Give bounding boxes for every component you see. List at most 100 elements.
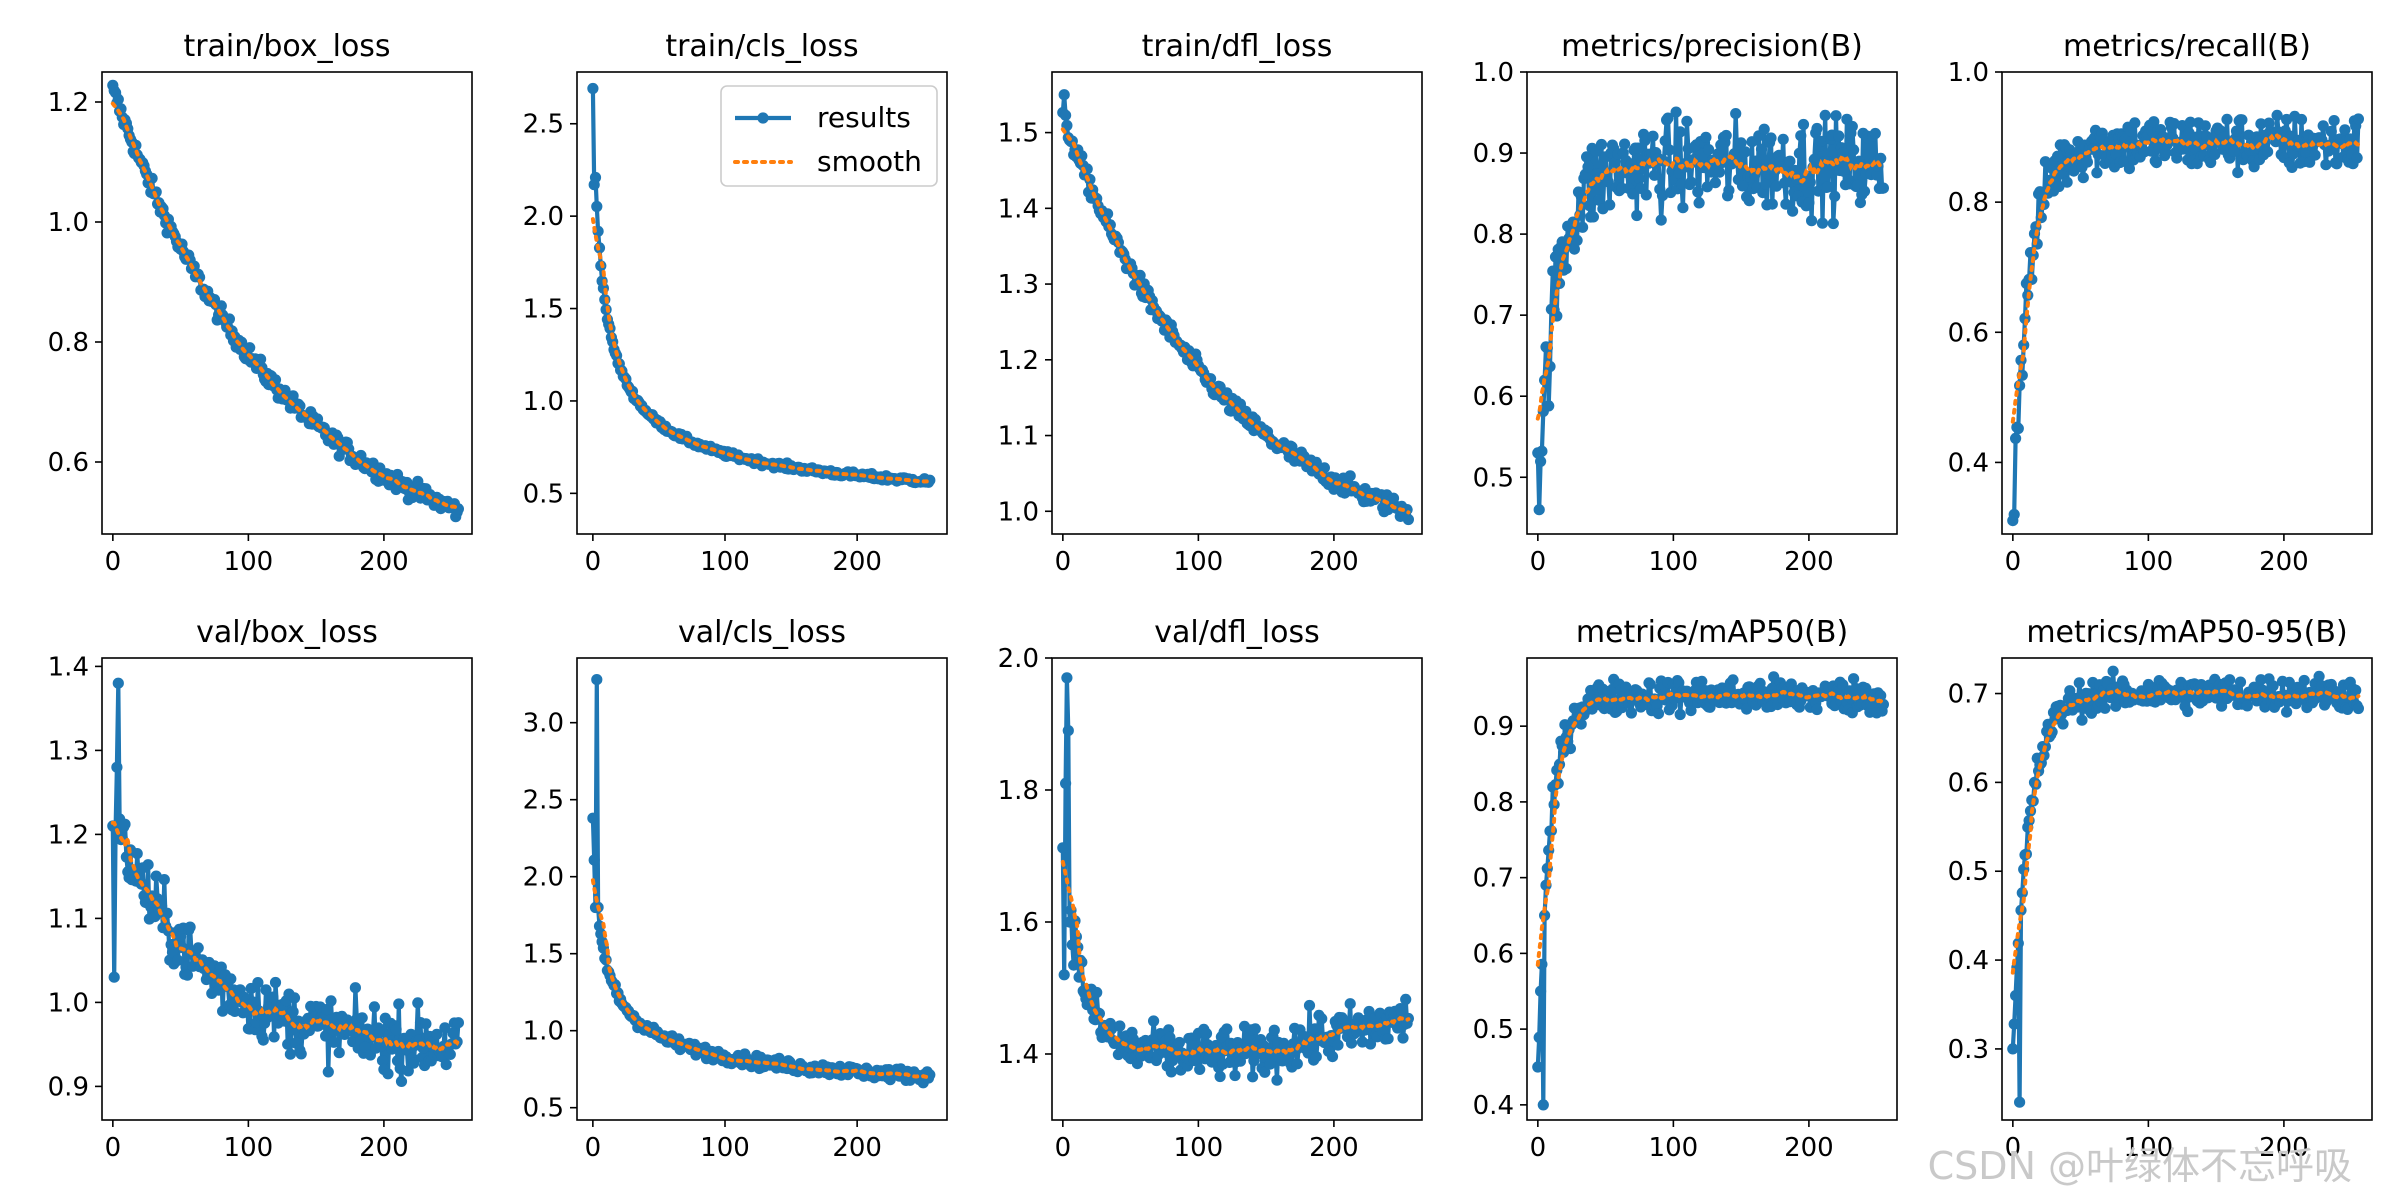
- results-data-point: [1766, 198, 1778, 210]
- results-data-point: [108, 971, 120, 983]
- x-tick-label: 200: [1784, 547, 1834, 577]
- y-tick-label: 2.0: [998, 644, 1039, 674]
- results-data-point: [1858, 185, 1871, 197]
- results-data-point: [215, 300, 227, 312]
- x-tick-label: 0: [1055, 547, 1072, 577]
- x-tick-label: 100: [2124, 547, 2174, 577]
- results-data-point: [225, 973, 237, 985]
- results-data-point: [112, 677, 124, 689]
- results-data-point: [1568, 243, 1580, 255]
- results-data-point: [356, 1012, 368, 1024]
- results-data-point: [591, 200, 603, 213]
- y-tick-label: 1.6: [998, 908, 1039, 938]
- x-tick-label: 0: [1055, 1133, 1072, 1163]
- chart-panel: val/box_loss 0 100 200 0.9 1.0 1.1 1.2 1.3 1.4: [48, 615, 473, 1163]
- x-tick-label: 100: [2124, 1133, 2174, 1163]
- results-series-line: [1535, 674, 1886, 1107]
- results-data-point: [2313, 670, 2325, 683]
- results-data-point: [269, 976, 282, 989]
- chart-panel: val/cls_loss 0 100 200 0.5 1.0 1.5 2.0 2.5 3.0: [523, 615, 948, 1163]
- results-data-point: [2184, 116, 2196, 128]
- axes-frame: [1051, 657, 1423, 1121]
- results-data-point: [1674, 708, 1686, 721]
- plot-area: [1532, 671, 1889, 1111]
- results-data-point: [1268, 1024, 1280, 1036]
- results-data-point: [1846, 120, 1858, 133]
- results-data-point: [1662, 112, 1674, 124]
- results-data-point: [1400, 993, 1412, 1006]
- results-data-point: [349, 982, 361, 994]
- results-data-point: [295, 1048, 307, 1060]
- y-tick-label: 0.4: [1948, 946, 1989, 976]
- y-tick-label: 2.0: [523, 202, 564, 232]
- results-data-point: [161, 907, 173, 919]
- results-data-point: [184, 921, 196, 933]
- results-data-point: [390, 1023, 402, 1036]
- y-tick-label: 0.8: [1473, 788, 1514, 818]
- y-tick-label: 1.0: [523, 1017, 564, 1047]
- results-data-point: [1604, 199, 1616, 211]
- y-tick-label: 0.9: [1473, 712, 1514, 742]
- chart-panel: train/dfl_loss 0 100 200 1.0 1.1 1.2 1.3 1.4 1.5: [998, 29, 1423, 577]
- y-tick-label: 0.7: [1948, 680, 1989, 710]
- results-data-point: [2352, 113, 2364, 125]
- results-data-point: [408, 1057, 420, 1069]
- results-data-point: [2267, 680, 2279, 692]
- plot-area: [587, 674, 936, 1089]
- results-data-point: [412, 997, 424, 1009]
- results-data-point: [1829, 190, 1841, 202]
- results-data-point: [252, 977, 264, 989]
- y-tick-label: 0.5: [1473, 1015, 1514, 1045]
- results-data-point: [1777, 133, 1789, 145]
- y-tick-label: 0.5: [1473, 463, 1514, 493]
- chart-title: metrics/mAP50-95(B): [2026, 615, 2347, 650]
- results-data-point: [111, 761, 123, 773]
- x-tick-label: 100: [1649, 1133, 1699, 1163]
- results-data-point: [1819, 109, 1831, 121]
- y-tick-label: 0.7: [1473, 864, 1514, 894]
- results-data-point: [1303, 999, 1316, 1012]
- results-data-point: [1214, 1070, 1226, 1083]
- results-data-point: [1587, 211, 1599, 223]
- results-data-point: [1833, 130, 1845, 142]
- results-data-point: [1640, 189, 1652, 201]
- results-data-point: [2008, 508, 2020, 521]
- chart-title: metrics/precision(B): [1561, 29, 1863, 64]
- y-tick-label: 0.6: [1948, 318, 1989, 348]
- results-data-point: [1593, 194, 1605, 206]
- y-tick-label: 0.6: [1473, 382, 1514, 412]
- plot-area: [1532, 106, 1889, 516]
- results-data-point: [1062, 725, 1074, 737]
- results-data-point: [260, 984, 272, 996]
- x-tick-label: 0: [2005, 547, 2022, 577]
- results-data-point: [2328, 115, 2340, 127]
- results-data-point: [313, 1020, 325, 1032]
- results-data-point: [1595, 138, 1608, 151]
- results-data-point: [1848, 144, 1860, 156]
- x-tick-label: 0: [1530, 547, 1547, 577]
- x-tick-label: 0: [1530, 1133, 1547, 1163]
- y-tick-label: 1.0: [48, 988, 89, 1018]
- results-data-point: [2255, 674, 2267, 686]
- x-tick-label: 100: [1649, 547, 1699, 577]
- results-data-point: [2317, 120, 2329, 132]
- results-data-point: [1536, 445, 1548, 457]
- x-tick-label: 200: [832, 547, 882, 577]
- y-tick-label: 1.3: [998, 270, 1039, 300]
- results-data-point: [248, 996, 260, 1008]
- results-data-point: [1754, 677, 1766, 690]
- results-data-point: [2052, 150, 2064, 162]
- y-tick-label: 0.9: [1473, 139, 1514, 169]
- results-data-point: [1058, 89, 1070, 101]
- results-data-point: [1674, 126, 1686, 138]
- results-data-point: [452, 1017, 464, 1029]
- results-data-point: [2325, 125, 2337, 137]
- y-tick-label: 0.4: [1473, 1091, 1514, 1121]
- results-data-point: [2107, 665, 2119, 677]
- results-data-point: [1808, 153, 1820, 165]
- results-data-point: [1670, 106, 1682, 118]
- y-tick-label: 1.4: [48, 652, 89, 682]
- results-data-point: [1755, 143, 1768, 155]
- y-tick-label: 0.8: [1948, 188, 1989, 218]
- chart-title: train/cls_loss: [665, 29, 858, 64]
